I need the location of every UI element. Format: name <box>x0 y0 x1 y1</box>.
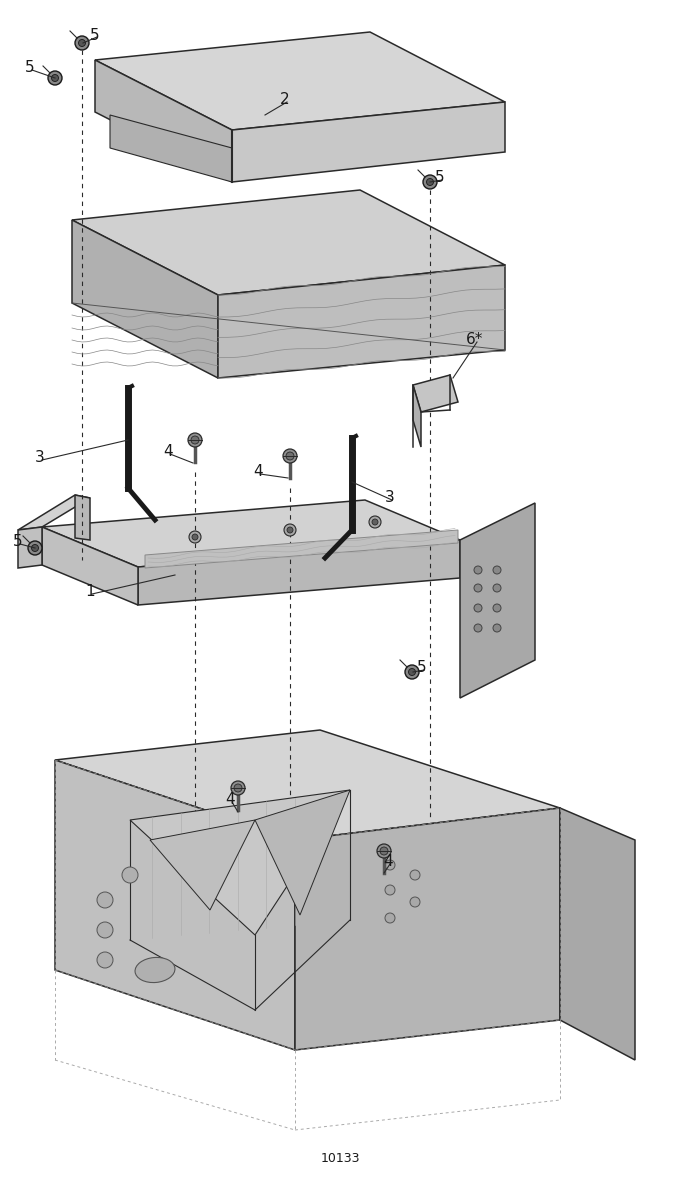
Polygon shape <box>55 730 560 840</box>
Circle shape <box>122 867 138 883</box>
Text: 4: 4 <box>253 465 262 480</box>
Text: 5: 5 <box>435 171 445 186</box>
Circle shape <box>97 892 113 908</box>
Text: 4: 4 <box>163 444 173 460</box>
Text: 4: 4 <box>384 854 393 870</box>
Circle shape <box>410 870 420 880</box>
Text: 5: 5 <box>25 60 35 76</box>
Text: 5: 5 <box>90 27 100 43</box>
Circle shape <box>28 542 42 555</box>
Polygon shape <box>413 385 421 447</box>
Circle shape <box>75 36 89 50</box>
Polygon shape <box>18 495 90 530</box>
Polygon shape <box>560 808 635 1061</box>
Polygon shape <box>460 502 535 698</box>
Circle shape <box>234 784 242 792</box>
Polygon shape <box>150 820 255 910</box>
Circle shape <box>192 534 198 540</box>
Polygon shape <box>72 220 218 378</box>
Circle shape <box>97 922 113 939</box>
Circle shape <box>474 624 482 632</box>
Text: 10133: 10133 <box>320 1152 360 1165</box>
Text: 6*: 6* <box>466 333 483 347</box>
Circle shape <box>48 71 62 85</box>
Circle shape <box>409 668 415 675</box>
Text: 5: 5 <box>13 534 23 550</box>
Polygon shape <box>18 527 42 568</box>
Polygon shape <box>232 102 505 182</box>
Polygon shape <box>145 530 458 568</box>
Text: 1: 1 <box>85 584 95 600</box>
Circle shape <box>372 519 378 525</box>
Circle shape <box>385 885 395 895</box>
Circle shape <box>52 75 58 82</box>
Circle shape <box>474 566 482 574</box>
Circle shape <box>283 449 297 463</box>
Text: 2: 2 <box>280 92 290 108</box>
Text: 3: 3 <box>35 450 45 466</box>
Circle shape <box>410 897 420 907</box>
Ellipse shape <box>135 957 175 982</box>
Circle shape <box>284 524 296 536</box>
Polygon shape <box>295 808 560 1050</box>
Circle shape <box>423 175 437 188</box>
Circle shape <box>191 436 199 444</box>
Polygon shape <box>95 60 232 182</box>
Circle shape <box>97 952 113 968</box>
Circle shape <box>231 781 245 795</box>
Text: 3: 3 <box>385 491 395 506</box>
Polygon shape <box>42 527 138 606</box>
Polygon shape <box>55 760 295 1050</box>
Circle shape <box>493 624 501 632</box>
Polygon shape <box>218 265 505 378</box>
Polygon shape <box>130 790 350 935</box>
Text: 4: 4 <box>225 793 235 807</box>
Polygon shape <box>413 374 458 412</box>
Circle shape <box>493 584 501 592</box>
Circle shape <box>493 566 501 574</box>
Circle shape <box>31 544 39 551</box>
Circle shape <box>426 179 434 186</box>
Circle shape <box>78 39 86 46</box>
Polygon shape <box>110 115 232 182</box>
Circle shape <box>287 527 293 533</box>
Polygon shape <box>138 540 460 606</box>
Circle shape <box>189 531 201 543</box>
Circle shape <box>377 844 391 858</box>
Circle shape <box>493 604 501 611</box>
Polygon shape <box>75 495 90 540</box>
Circle shape <box>188 433 202 447</box>
Polygon shape <box>255 790 350 915</box>
Polygon shape <box>42 500 460 566</box>
Circle shape <box>385 860 395 870</box>
Circle shape <box>380 847 388 856</box>
Circle shape <box>474 584 482 592</box>
Circle shape <box>405 665 419 679</box>
Circle shape <box>474 604 482 611</box>
Circle shape <box>369 515 381 529</box>
Polygon shape <box>72 190 505 295</box>
Polygon shape <box>95 32 505 130</box>
Circle shape <box>286 451 294 460</box>
Circle shape <box>385 912 395 923</box>
Text: 5: 5 <box>418 660 427 675</box>
